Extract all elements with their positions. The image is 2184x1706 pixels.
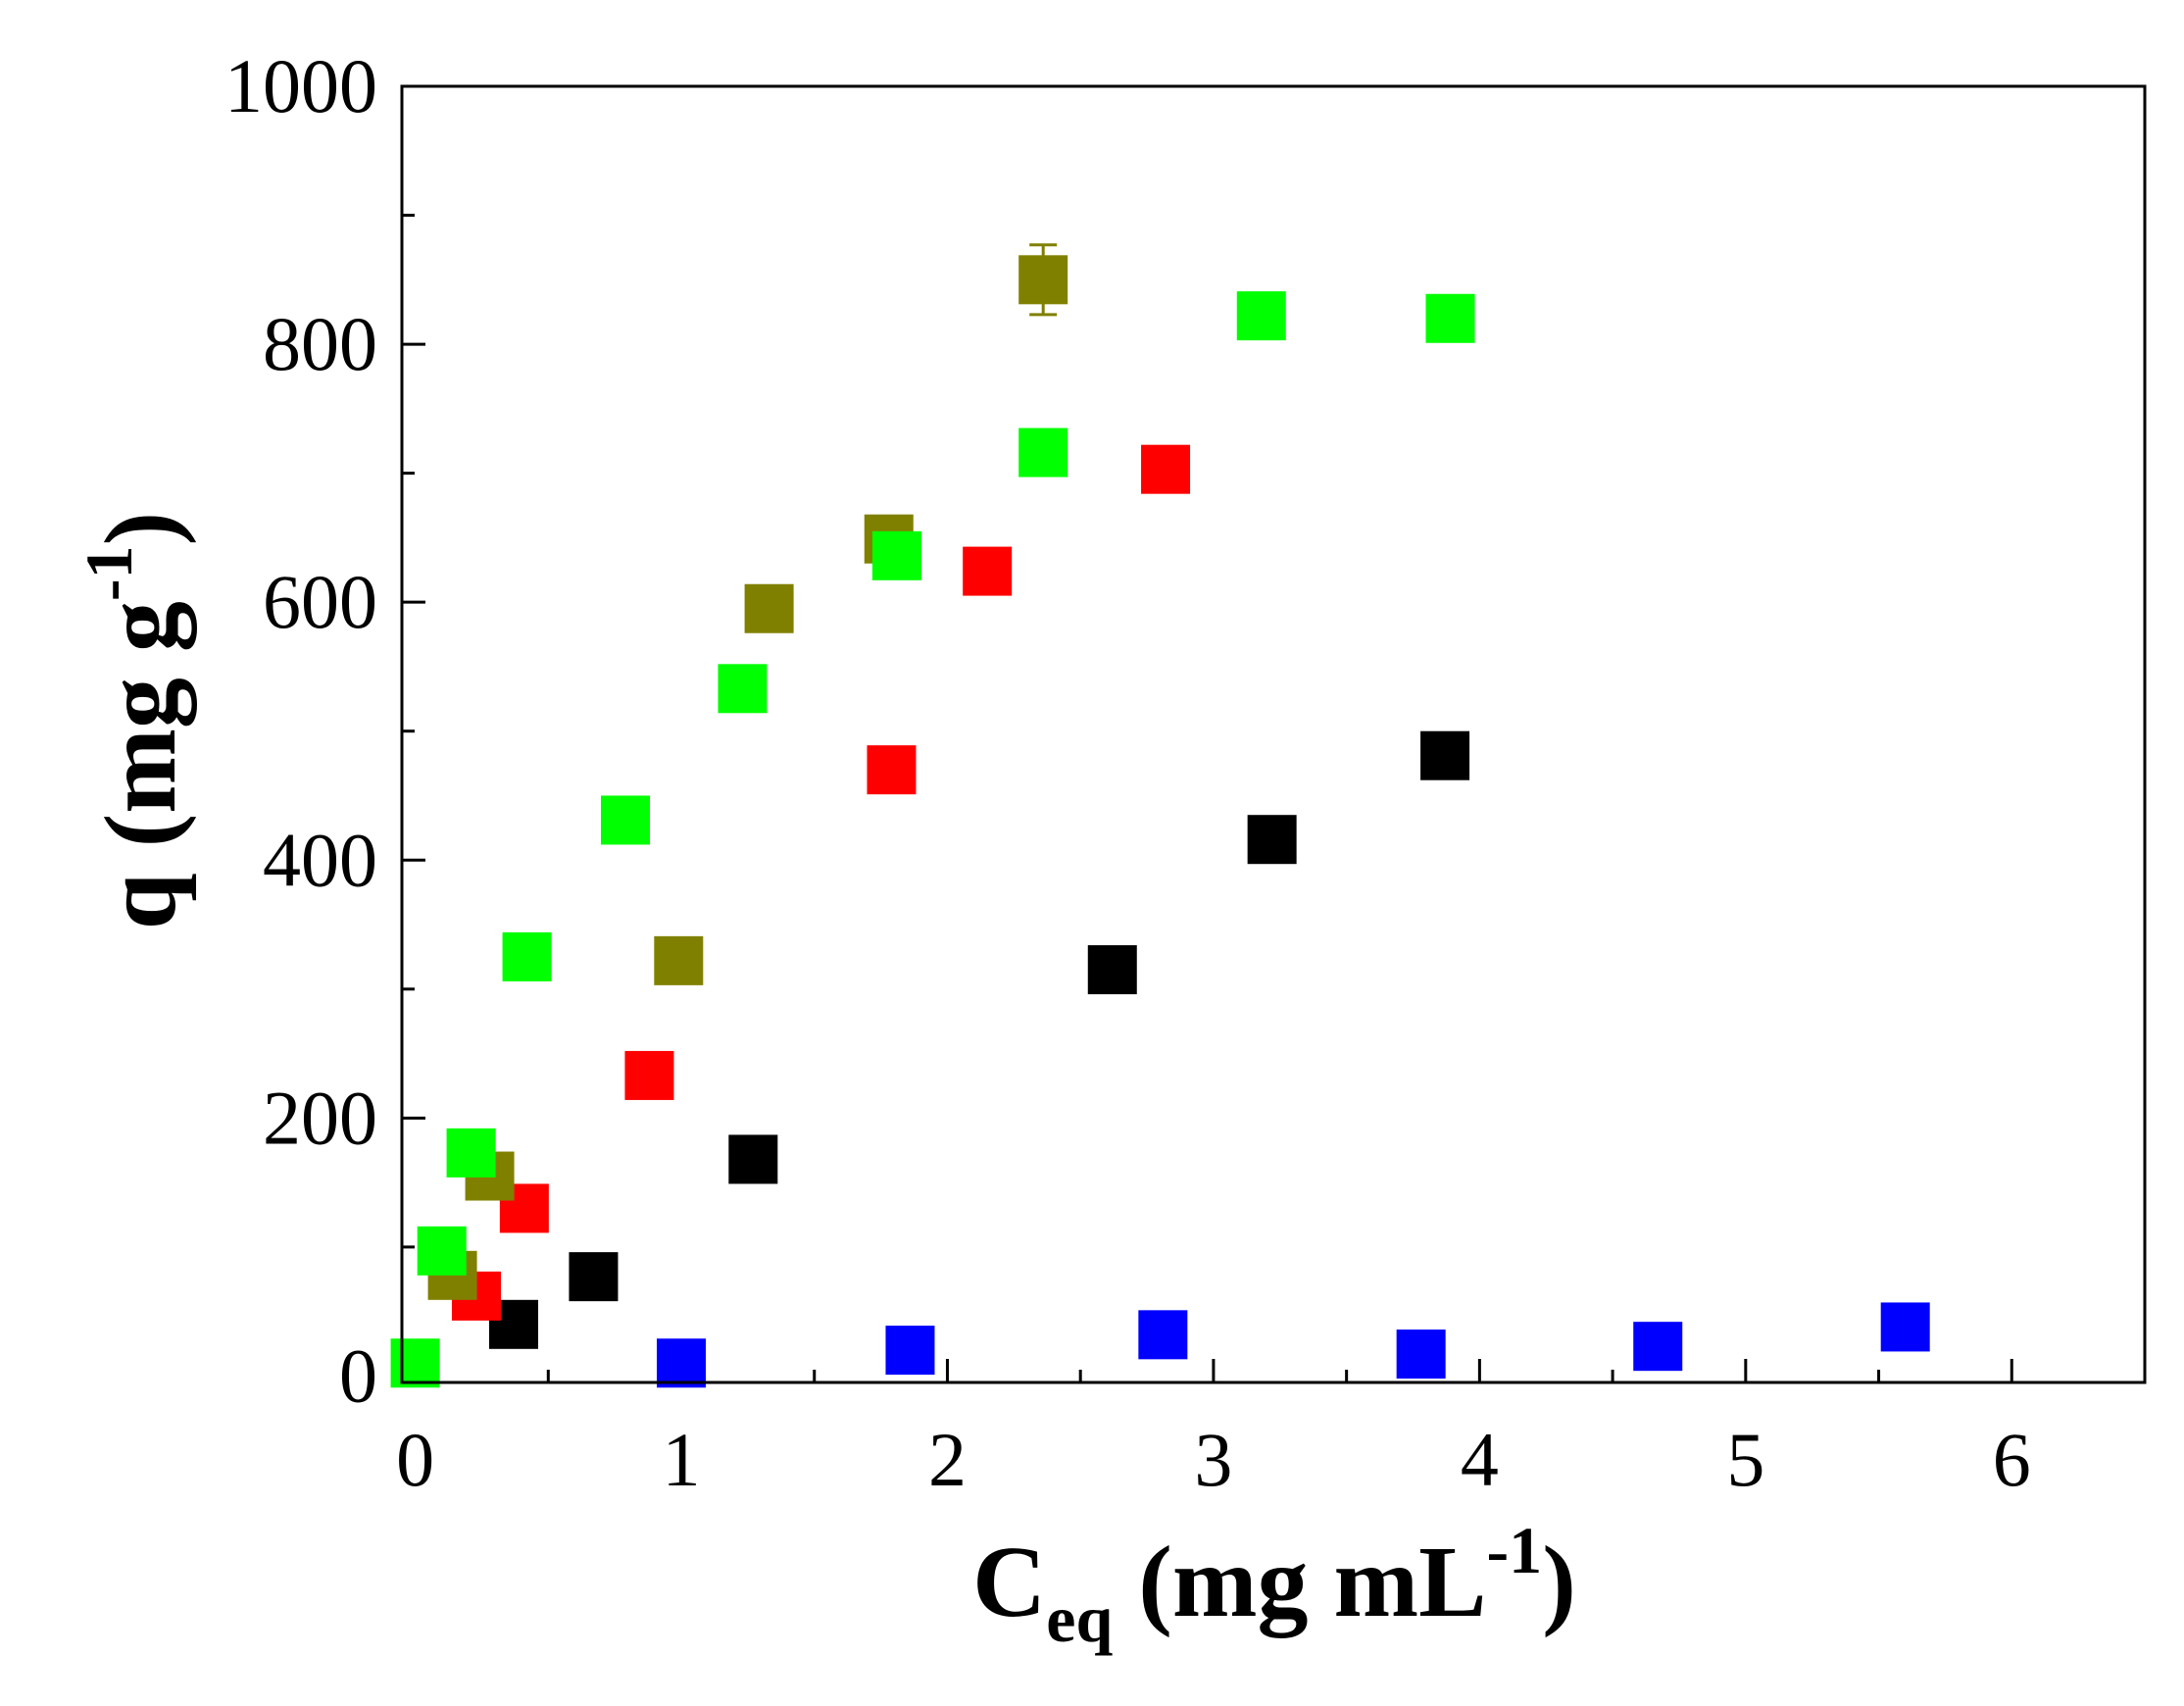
data-point-blue [1138,1310,1188,1360]
y-tick-label: 800 [263,301,377,386]
plot-frame [400,84,2147,1384]
data-point-green [871,530,921,580]
data-point-black [728,1134,778,1184]
data-point-olive [1018,255,1068,305]
data-points [390,243,1930,1388]
data-point-black [1247,815,1297,865]
y-tick-label: 400 [263,817,377,902]
x-tick-label: 2 [928,1417,967,1502]
data-point-green [390,1338,440,1388]
tick-labels: 0 1 2 3 4 5 6 0 200 400 600 800 1000 [224,43,2031,1502]
x-tick-label: 1 [663,1417,701,1502]
data-point-green [417,1226,467,1276]
data-point-red [624,1050,674,1100]
data-point-green [1236,291,1286,341]
data-point-blue [885,1326,935,1376]
axis-ticks [402,84,2013,1382]
data-point-green [446,1128,496,1178]
data-point-green [502,931,552,981]
data-point-blue [1633,1322,1683,1372]
data-point-green [601,795,651,845]
data-point-red [867,745,917,795]
data-point-olive [654,935,704,985]
data-point-green [1018,427,1068,477]
data-point-red [1141,444,1191,494]
data-point-red [963,546,1013,596]
data-point-blue [1880,1302,1930,1352]
data-point-black [569,1252,619,1302]
y-tick-label: 200 [263,1075,377,1160]
x-tick-label: 6 [1993,1417,2031,1502]
y-tick-label: 1000 [224,43,377,128]
data-point-black [1087,945,1137,995]
y-tick-label: 0 [339,1332,377,1418]
data-point-blue [1396,1330,1446,1380]
x-tick-label: 5 [1726,1417,1764,1502]
y-tick-label: 600 [263,559,377,644]
y-axis-title: q (mg g-1) [72,512,197,929]
data-point-olive [744,583,794,633]
data-point-green [1425,293,1475,343]
x-tick-label: 4 [1461,1417,1499,1502]
data-point-green [718,664,768,714]
x-tick-label: 0 [396,1417,434,1502]
x-tick-label: 3 [1194,1417,1232,1502]
data-point-black [1420,730,1470,780]
data-point-blue [657,1338,707,1388]
x-axis-title: Ceq (mg mL-1) [972,1513,1576,1656]
